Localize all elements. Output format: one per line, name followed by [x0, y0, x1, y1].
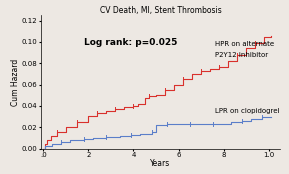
- Text: Log rank: p=0.025: Log rank: p=0.025: [84, 38, 177, 47]
- Text: P2Y12 inhibitor: P2Y12 inhibitor: [215, 52, 268, 58]
- X-axis label: Years: Years: [151, 159, 171, 168]
- Y-axis label: Cum Hazard: Cum Hazard: [11, 58, 20, 106]
- Title: CV Death, MI, Stent Thrombosis: CV Death, MI, Stent Thrombosis: [100, 6, 221, 15]
- Text: HPR on alternate: HPR on alternate: [215, 41, 274, 47]
- Text: LPR on clopidogrel: LPR on clopidogrel: [215, 108, 279, 114]
